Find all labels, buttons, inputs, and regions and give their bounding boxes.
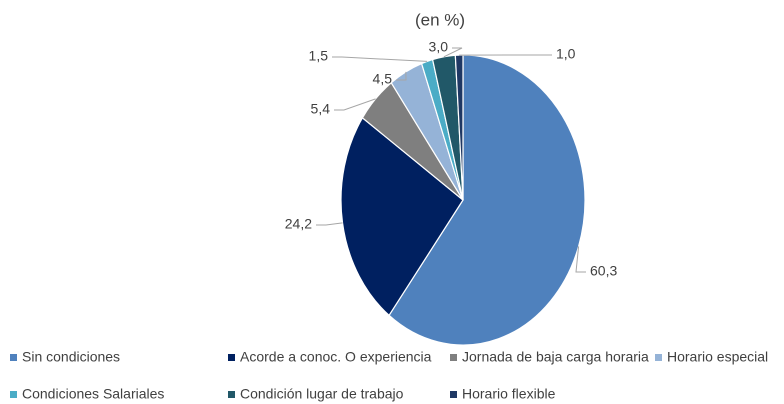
legend-swatch — [10, 391, 17, 398]
pie-slice — [388, 54, 586, 346]
legend-swatch — [228, 354, 235, 361]
legend-label: Horario flexible — [462, 386, 556, 402]
data-label: 4,5 — [373, 71, 393, 87]
data-label: 1,0 — [556, 46, 576, 62]
data-label: 60,3 — [590, 263, 617, 279]
legend-swatch — [450, 354, 457, 361]
data-label: 24,2 — [285, 216, 312, 232]
leader-line — [332, 56, 428, 62]
legend-swatch — [228, 391, 235, 398]
legend-label: Condición lugar de trabajo — [240, 386, 404, 402]
data-label: 1,5 — [309, 48, 329, 64]
legend-swatch — [450, 391, 457, 398]
data-label: 5,4 — [311, 101, 331, 117]
legend-swatch — [10, 354, 17, 361]
leader-line — [443, 47, 463, 58]
legend-label: Sin condiciones — [22, 349, 120, 365]
leader-line — [396, 71, 407, 81]
leader-line — [575, 246, 586, 273]
leader-line — [334, 98, 376, 111]
legend-label: Horario especial — [667, 349, 768, 365]
legend-label: Acorde a conoc. O experiencia — [240, 349, 432, 365]
data-label: 3,0 — [429, 39, 449, 55]
chart-title: (en %) — [415, 10, 465, 29]
legend-label: Jornada de baja carga horaria — [462, 349, 649, 365]
legend-label: Condiciones Salariales — [22, 386, 164, 402]
legend-swatch — [655, 354, 662, 361]
leader-line — [316, 222, 343, 226]
